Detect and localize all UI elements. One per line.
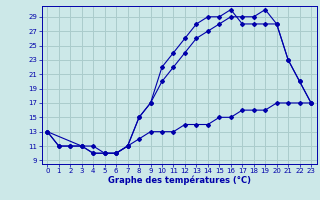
X-axis label: Graphe des températures (°C): Graphe des températures (°C) bbox=[108, 176, 251, 185]
